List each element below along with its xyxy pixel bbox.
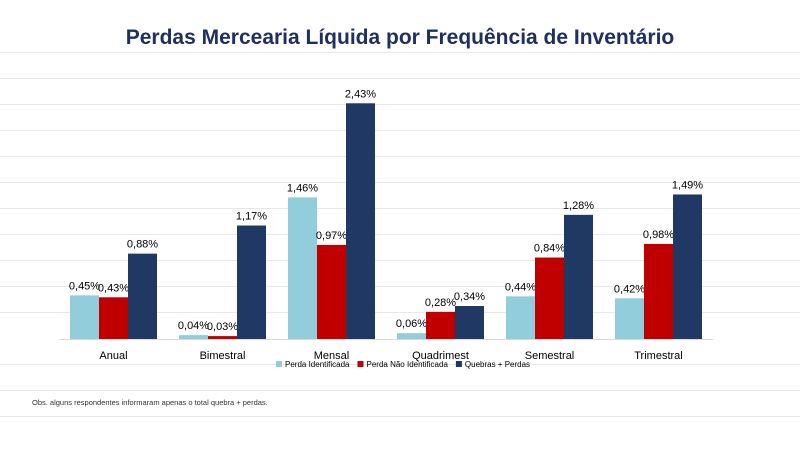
x-tick-label: Semestral — [525, 350, 575, 362]
chart-title: Perdas Mercearia Líquida por Frequência … — [125, 26, 675, 49]
data-label: 0,88% — [127, 239, 158, 251]
background-rule — [0, 104, 800, 105]
background-rule — [0, 208, 800, 209]
bar — [564, 214, 593, 339]
bar — [426, 311, 455, 339]
data-label: 0,28% — [425, 297, 456, 309]
background-rule — [0, 364, 800, 365]
bar — [70, 295, 99, 339]
background-rule — [0, 182, 800, 183]
data-label: 0,84% — [534, 243, 565, 255]
x-tick-label: Mensal — [314, 350, 349, 362]
x-tick-label: Bimestral — [200, 350, 246, 362]
bar — [615, 298, 644, 339]
legend-swatch — [357, 361, 364, 367]
bar — [346, 103, 375, 339]
data-label: 0,06% — [396, 318, 427, 330]
background-rule — [0, 260, 800, 261]
bar — [673, 194, 702, 339]
legend-label: Perda Identificada — [285, 360, 350, 369]
background-rule — [0, 78, 800, 79]
footnote: Obs. alguns respondentes informaram apen… — [32, 398, 268, 407]
data-label: 2,43% — [345, 88, 376, 100]
data-label: 1,46% — [287, 182, 318, 194]
data-label: 1,17% — [236, 211, 267, 223]
legend-swatch — [276, 361, 282, 367]
background-rule — [0, 130, 800, 131]
background-rule — [0, 416, 800, 417]
background-rule — [0, 390, 800, 391]
data-label: 0,34% — [454, 291, 485, 303]
legend-label: Perda Não Identificada — [367, 360, 449, 369]
bar — [455, 306, 484, 339]
bar — [288, 197, 317, 339]
data-label: 0,44% — [505, 281, 536, 293]
background-rule — [0, 52, 800, 53]
background-rule — [0, 156, 800, 157]
background-rule — [0, 312, 800, 313]
bar — [179, 335, 208, 339]
bar — [317, 244, 346, 339]
bar — [397, 333, 426, 339]
data-label: 0,97% — [316, 230, 347, 242]
data-label: 0,42% — [614, 283, 645, 295]
legend-swatch — [455, 361, 462, 367]
bar — [99, 297, 128, 339]
background-rule — [0, 234, 800, 235]
bar — [506, 296, 535, 339]
data-label: 0,45% — [69, 280, 100, 292]
bar — [237, 225, 266, 339]
data-label: 1,28% — [563, 200, 594, 212]
bar — [128, 253, 157, 339]
data-label: 0,03% — [207, 321, 238, 333]
x-tick-label: Quadrimest — [412, 350, 469, 362]
data-label: 0,43% — [98, 282, 129, 294]
x-tick-label: Anual — [99, 350, 127, 362]
bar — [644, 243, 673, 339]
data-label: 1,49% — [672, 179, 703, 191]
x-tick-label: Trimestral — [634, 350, 682, 362]
legend-label: Quebras + Perdas — [465, 360, 530, 369]
bar — [535, 257, 564, 339]
background-rule — [0, 286, 800, 287]
bar — [208, 336, 237, 339]
data-label: 0,04% — [178, 320, 209, 332]
data-label: 0,98% — [643, 229, 674, 241]
